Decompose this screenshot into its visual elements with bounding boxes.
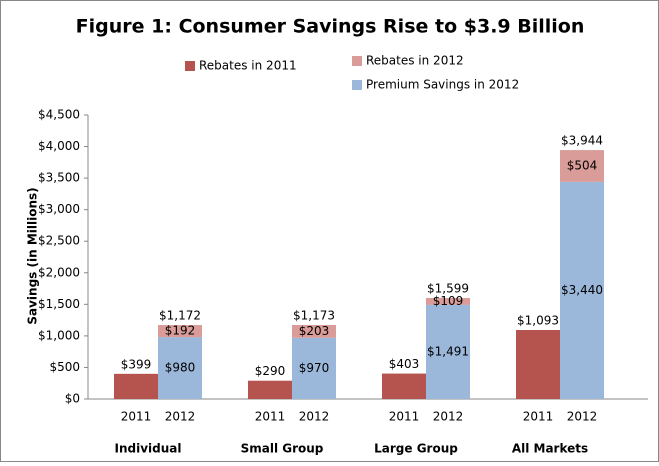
y-tick-label: $3,500: [38, 171, 80, 185]
value-label: $1,491: [427, 344, 469, 358]
bar-label: 2011: [523, 410, 554, 424]
total-label: $1,599: [427, 282, 469, 296]
total-label: $3,944: [561, 134, 603, 148]
bar-label: 2012: [165, 410, 196, 424]
bar: [292, 337, 336, 399]
bar: [426, 304, 470, 399]
legend-swatch: [185, 61, 195, 71]
y-tick-label: $4,500: [38, 108, 80, 122]
legend-label: Rebates in 2011: [199, 59, 297, 73]
value-label: $399: [121, 357, 152, 371]
value-label: $403: [389, 357, 420, 371]
bar-label: 2012: [433, 410, 464, 424]
bar: [560, 181, 604, 399]
category-label: Large Group: [374, 442, 458, 456]
value-label: $109: [433, 294, 464, 308]
value-label: $970: [299, 361, 330, 375]
legend-swatch: [352, 80, 362, 90]
legend-label: Premium Savings in 2012: [366, 78, 519, 92]
bar: [158, 325, 202, 338]
bar: [248, 380, 292, 399]
bar-label: 2011: [121, 410, 152, 424]
y-tick-label: $2,000: [38, 265, 80, 279]
y-axis-label: Savings (in Millions): [26, 187, 40, 324]
bar: [516, 330, 560, 399]
bar: [158, 337, 202, 399]
bar: [426, 298, 470, 305]
chart-title: Figure 1: Consumer Savings Rise to $3.9 …: [76, 16, 585, 38]
legend-label: Rebates in 2012: [366, 54, 464, 68]
category-label: All Markets: [512, 442, 588, 456]
value-label: $504: [567, 158, 598, 172]
bar: [114, 373, 158, 399]
category-label: Small Group: [241, 442, 324, 456]
bar-label: 2012: [299, 410, 330, 424]
value-label: $203: [299, 324, 330, 338]
bar-label: 2012: [567, 410, 598, 424]
bar: [560, 150, 604, 182]
y-tick-label: $1,500: [38, 297, 80, 311]
bar-label: 2011: [389, 410, 420, 424]
total-label: $1,173: [293, 308, 335, 322]
y-tick-label: $1,000: [38, 328, 80, 342]
bar: [292, 324, 336, 338]
value-label: $3,440: [561, 283, 603, 297]
value-label: $290: [255, 364, 286, 378]
bar-label: 2011: [255, 410, 286, 424]
y-tick-label: $0: [65, 392, 80, 406]
y-tick-label: $3,000: [38, 202, 80, 216]
value-label: $980: [165, 361, 196, 375]
value-label: $1,093: [517, 314, 559, 328]
legend-swatch: [352, 56, 362, 66]
y-tick-label: $2,500: [38, 234, 80, 248]
y-tick-label: $500: [49, 360, 80, 374]
y-tick-label: $4,000: [38, 139, 80, 153]
total-label: $1,172: [159, 309, 201, 323]
bar: [382, 373, 426, 399]
value-label: $192: [165, 324, 196, 338]
category-label: Individual: [115, 442, 182, 456]
